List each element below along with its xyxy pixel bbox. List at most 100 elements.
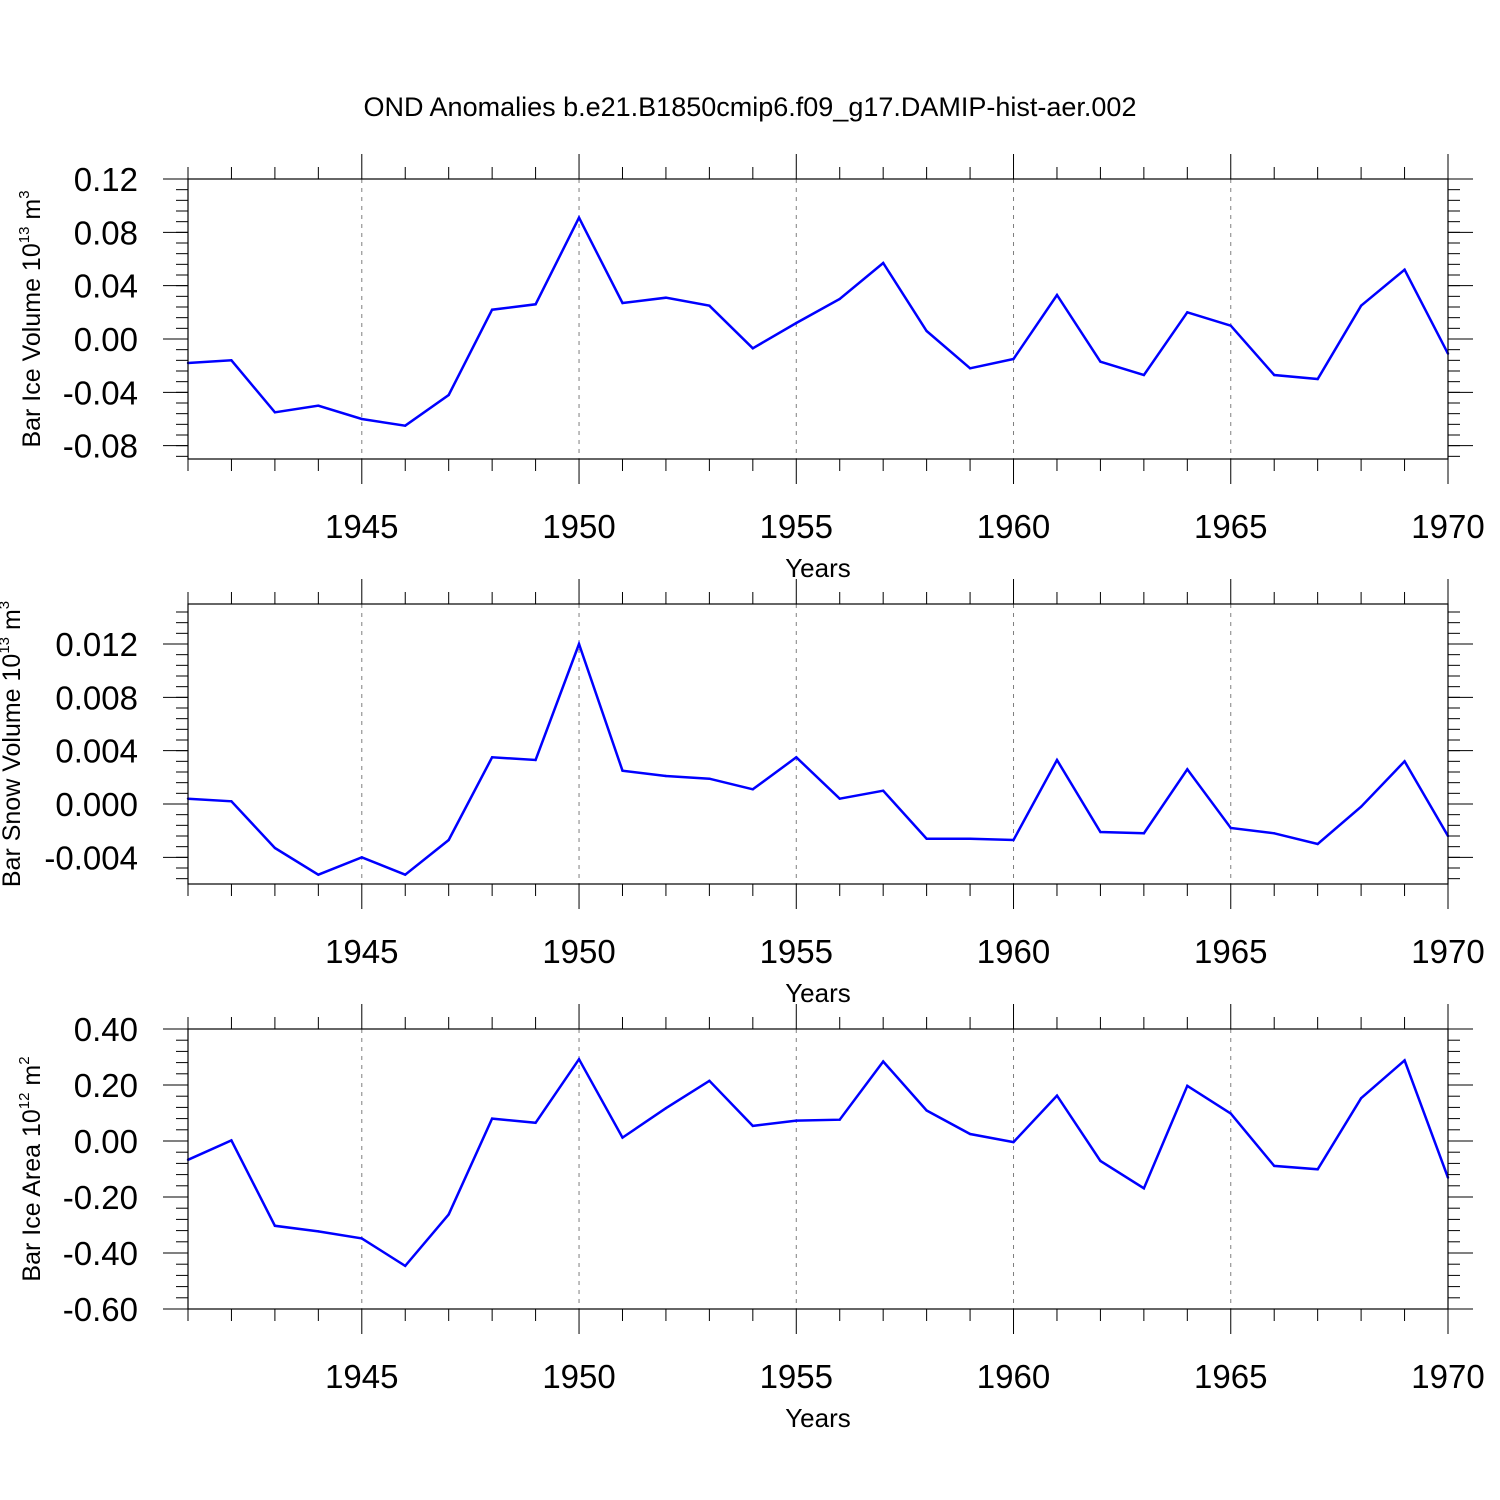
x-tick-label: 1970 [1411,933,1484,970]
data-point [447,1213,450,1216]
data-point [1142,832,1146,835]
y-tick-label: 0.008 [55,679,138,716]
data-point [534,1121,537,1125]
x-tick-label: 1950 [542,508,615,545]
x-axis-label: Years [785,978,851,1008]
y-axis-label: Bar Ice Volume 1013 m3 [16,190,46,447]
data-point [881,261,885,265]
data-point [1099,360,1102,363]
data-point [1142,1187,1146,1190]
data-point [1273,832,1276,835]
data-point [621,301,624,305]
panel-3: 1945 1950 1955 1960 1965 1970 0.40 0.20 0.00 -0.2… [16,1004,1485,1433]
y-axis-label-part: m [18,199,46,227]
x-tick-label: 1960 [977,933,1050,970]
x-tick-label: 1965 [1194,1358,1267,1395]
data-point [708,1079,711,1083]
data-point [1316,842,1319,846]
data-point [881,789,885,792]
y-tick-label: 0.40 [74,1011,138,1048]
data-point [534,758,537,762]
data-point [1229,826,1232,830]
data-point [404,1264,407,1268]
series-line [187,1056,1450,1268]
data-point [1273,373,1276,377]
data-point [447,393,450,397]
y-axis-label-part: 13 [16,227,33,244]
y-tick-label: 0.000 [55,786,138,823]
data-point [577,642,581,646]
y-axis-label: Bar Ice Area 1012 m2 [16,1056,46,1281]
data-point [1142,373,1146,377]
x-tick-label: 1970 [1411,1358,1484,1395]
chart-title: OND Anomalies b.e21.B1850cmip6.f09_g17.D… [364,92,1137,122]
data-point [1403,760,1406,763]
x-tick-label: 1970 [1411,508,1484,545]
x-tick-label: 1945 [325,933,398,970]
data-point [1055,758,1059,762]
data-point [317,1230,320,1233]
data-point [968,1132,972,1136]
panel-2: 1945 1950 1955 1960 1965 1970 0.012 0.008 0.004 0… [0,579,1485,1008]
series-line [187,214,1450,428]
data-point [925,329,928,333]
data-point [708,777,711,780]
data-point [490,1117,494,1120]
y-axis-label-part: 3 [16,190,33,198]
y-tick-label: -0.20 [63,1179,138,1216]
y-tick-label: -0.004 [44,839,138,876]
data-point [230,359,233,362]
data-point [664,1107,668,1110]
data-point [1099,1159,1102,1163]
x-tick-label: 1945 [325,508,398,545]
data-point [1186,1084,1189,1088]
data-point [360,856,363,859]
y-axis-label-part: 12 [16,1093,33,1110]
data-point [795,1119,798,1122]
x-tick-label: 1960 [977,508,1050,545]
data-point [1316,1168,1319,1171]
data-point [534,303,537,306]
data-point [838,297,841,301]
data-point [490,308,494,311]
data-point [360,417,363,421]
x-tick-label: 1955 [760,508,833,545]
series-line [187,640,1450,877]
data-point [1186,311,1189,314]
y-tick-label: 0.004 [55,733,138,770]
y-axis-label-part: Bar Ice Volume 10 [18,243,46,447]
data-point [1012,1140,1015,1144]
data-point [273,846,277,850]
data-point [404,424,407,427]
data-point [1359,805,1363,808]
data-point [881,1060,885,1063]
data-point [1359,304,1363,307]
x-tick-label: 1965 [1194,933,1267,970]
y-axis-label-part: 2 [16,1056,33,1064]
y-tick-label: 0.04 [74,268,138,305]
data-point [273,1224,277,1228]
data-point [273,411,277,414]
data-point [925,1109,928,1112]
y-tick-label: -0.04 [63,374,138,411]
data-point [968,837,972,840]
data-point [1055,293,1059,297]
data-point [577,216,581,219]
data-point [1359,1096,1363,1100]
data-point [1403,268,1406,271]
y-axis-label-part: m [18,1065,46,1093]
y-axis-label-part: 3 [0,601,13,609]
y-tick-label: 0.12 [74,161,138,198]
data-point [664,774,668,778]
data-point [1186,768,1189,771]
y-tick-label: 0.20 [74,1067,138,1104]
data-point [751,1124,755,1128]
data-point [317,873,320,876]
x-axis-label: Years [785,1403,851,1433]
data-point [1316,377,1319,381]
data-point [1012,357,1015,361]
data-point [968,367,972,370]
data-point [621,769,624,772]
y-tick-label: -0.40 [63,1235,138,1272]
x-tick-label: 1955 [760,933,833,970]
